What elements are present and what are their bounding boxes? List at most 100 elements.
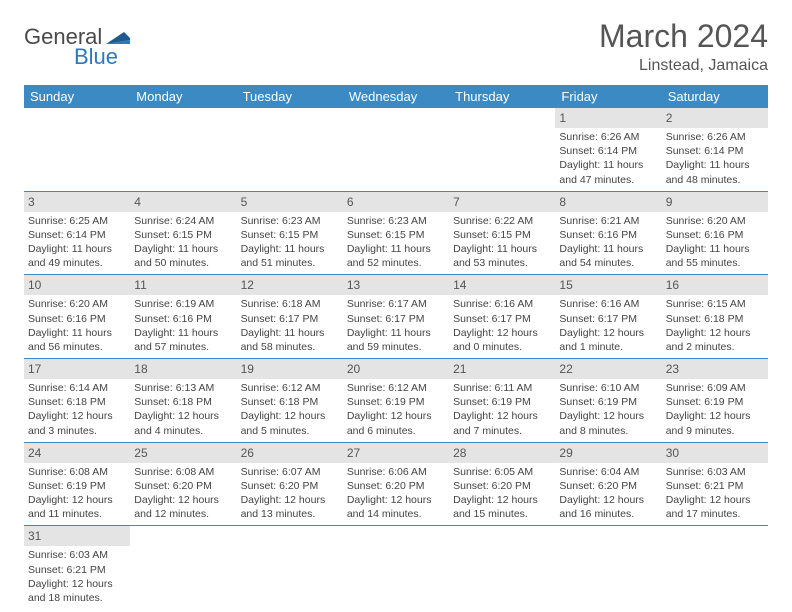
sunset-line: Sunset: 6:16 PM [559,228,657,242]
sunset-line: Sunset: 6:18 PM [241,395,339,409]
daylight-line: Daylight: 11 hours and 59 minutes. [347,326,445,354]
daylight-line: Daylight: 12 hours and 9 minutes. [666,409,764,437]
day-cell: 4Sunrise: 6:24 AMSunset: 6:15 PMDaylight… [130,191,236,275]
sunset-line: Sunset: 6:19 PM [453,395,551,409]
day-cell: 23Sunrise: 6:09 AMSunset: 6:19 PMDayligh… [662,359,768,443]
day-number: 18 [134,362,147,376]
sunrise-line: Sunrise: 6:26 AM [666,130,764,144]
day-number-row: 7 [449,192,555,212]
day-number-row: 15 [555,275,661,295]
day-number: 15 [559,278,572,292]
daylight-line: Daylight: 12 hours and 7 minutes. [453,409,551,437]
day-number-row: 30 [662,443,768,463]
day-number: 1 [559,111,566,125]
sunrise-line: Sunrise: 6:04 AM [559,465,657,479]
day-number-row: 31 [24,526,130,546]
daylight-line: Daylight: 11 hours and 49 minutes. [28,242,126,270]
day-cell: 29Sunrise: 6:04 AMSunset: 6:20 PMDayligh… [555,442,661,526]
daylight-line: Daylight: 12 hours and 11 minutes. [28,493,126,521]
sunrise-line: Sunrise: 6:12 AM [347,381,445,395]
day-number-row: 24 [24,443,130,463]
empty-cell [343,108,449,191]
weekday-header: Sunday [24,85,130,108]
daylight-line: Daylight: 12 hours and 4 minutes. [134,409,232,437]
sunrise-line: Sunrise: 6:08 AM [134,465,232,479]
day-number: 16 [666,278,679,292]
daylight-line: Daylight: 11 hours and 53 minutes. [453,242,551,270]
logo-flag-icon [106,28,130,44]
sunrise-line: Sunrise: 6:09 AM [666,381,764,395]
weekday-header: Thursday [449,85,555,108]
day-number-row: 6 [343,192,449,212]
day-number-row: 20 [343,359,449,379]
sunset-line: Sunset: 6:20 PM [134,479,232,493]
day-cell: 1Sunrise: 6:26 AMSunset: 6:14 PMDaylight… [555,108,661,191]
day-number: 3 [28,195,35,209]
day-cell: 19Sunrise: 6:12 AMSunset: 6:18 PMDayligh… [237,359,343,443]
day-number-row: 13 [343,275,449,295]
sunset-line: Sunset: 6:17 PM [241,312,339,326]
calendar-row: 17Sunrise: 6:14 AMSunset: 6:18 PMDayligh… [24,359,768,443]
day-cell: 16Sunrise: 6:15 AMSunset: 6:18 PMDayligh… [662,275,768,359]
day-number: 10 [28,278,41,292]
day-cell: 25Sunrise: 6:08 AMSunset: 6:20 PMDayligh… [130,442,236,526]
day-cell: 20 Sunrise: 6:12 AMSunset: 6:19 PMDayligh… [343,359,449,443]
sunset-line: Sunset: 6:14 PM [666,144,764,158]
daylight-line: Daylight: 12 hours and 3 minutes. [28,409,126,437]
daylight-line: Daylight: 12 hours and 17 minutes. [666,493,764,521]
day-cell: 26Sunrise: 6:07 AMSunset: 6:20 PMDayligh… [237,442,343,526]
day-number-row: 19 [237,359,343,379]
empty-cell [130,526,236,609]
day-cell: 2Sunrise: 6:26 AMSunset: 6:14 PMDaylight… [662,108,768,191]
day-cell: 12Sunrise: 6:18 AMSunset: 6:17 PMDayligh… [237,275,343,359]
daylight-line: Daylight: 11 hours and 55 minutes. [666,242,764,270]
sunset-line: Sunset: 6:18 PM [134,395,232,409]
sunset-line: Sunset: 6:14 PM [559,144,657,158]
sunset-line: Sunset: 6:21 PM [28,563,126,577]
empty-cell [449,108,555,191]
day-number: 20 [347,362,360,376]
logo: General Blue [24,26,132,48]
day-number-row: 12 [237,275,343,295]
daylight-line: Daylight: 11 hours and 51 minutes. [241,242,339,270]
sunrise-line: Sunrise: 6:14 AM [28,381,126,395]
day-number: 6 [347,195,354,209]
day-number-row: 23 [662,359,768,379]
day-number-row: 9 [662,192,768,212]
weekday-header: Friday [555,85,661,108]
day-cell: 10Sunrise: 6:20 AMSunset: 6:16 PMDayligh… [24,275,130,359]
sunrise-line: Sunrise: 6:11 AM [453,381,551,395]
daylight-line: Daylight: 12 hours and 0 minutes. [453,326,551,354]
day-cell: 13Sunrise: 6:17 AMSunset: 6:17 PMDayligh… [343,275,449,359]
sunrise-line: Sunrise: 6:13 AM [134,381,232,395]
day-cell: 11Sunrise: 6:19 AMSunset: 6:16 PMDayligh… [130,275,236,359]
sunrise-line: Sunrise: 6:26 AM [559,130,657,144]
sunset-line: Sunset: 6:16 PM [28,312,126,326]
day-cell: 15Sunrise: 6:16 AMSunset: 6:17 PMDayligh… [555,275,661,359]
day-number: 23 [666,362,679,376]
day-cell: 5Sunrise: 6:23 AMSunset: 6:15 PMDaylight… [237,191,343,275]
calendar-row: 24Sunrise: 6:08 AMSunset: 6:19 PMDayligh… [24,442,768,526]
title-block: March 2024 Linstead, Jamaica [599,18,768,75]
sunrise-line: Sunrise: 6:21 AM [559,214,657,228]
sunrise-line: Sunrise: 6:20 AM [28,297,126,311]
empty-cell [449,526,555,609]
day-number: 25 [134,446,147,460]
sunset-line: Sunset: 6:19 PM [347,395,445,409]
sunrise-line: Sunrise: 6:17 AM [347,297,445,311]
day-cell: 30 Sunrise: 6:03 AMSunset: 6:21 PMDayligh… [662,442,768,526]
day-number: 7 [453,195,460,209]
sunset-line: Sunset: 6:20 PM [347,479,445,493]
calendar-table: SundayMondayTuesdayWednesdayThursdayFrid… [24,85,768,609]
daylight-line: Daylight: 12 hours and 6 minutes. [347,409,445,437]
sunset-line: Sunset: 6:21 PM [666,479,764,493]
weekday-header: Saturday [662,85,768,108]
day-cell: 9Sunrise: 6:20 AMSunset: 6:16 PMDaylight… [662,191,768,275]
daylight-line: Daylight: 12 hours and 1 minute. [559,326,657,354]
sunset-line: Sunset: 6:19 PM [28,479,126,493]
day-cell: 21 Sunrise: 6:11 AMSunset: 6:19 PMDayligh… [449,359,555,443]
calendar-row: 10 Sunrise: 6:20 AMSunset: 6:16 PM Dayligh… [24,275,768,359]
day-number-row: 21 [449,359,555,379]
sunset-line: Sunset: 6:15 PM [453,228,551,242]
sunrise-line: Sunrise: 6:03 AM [666,465,764,479]
